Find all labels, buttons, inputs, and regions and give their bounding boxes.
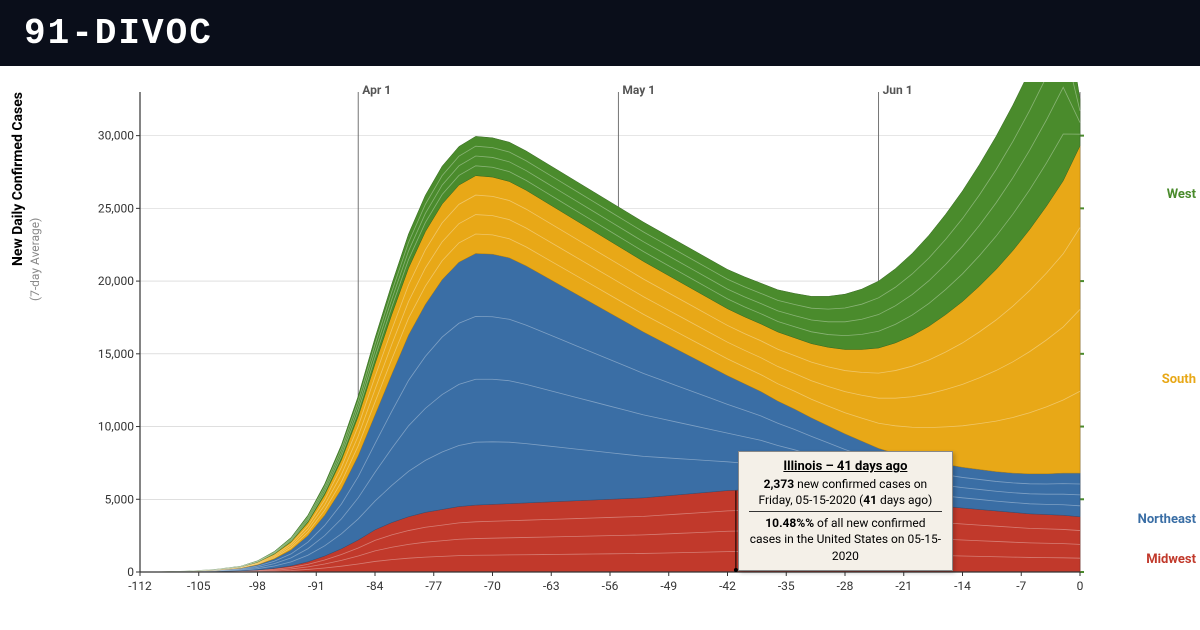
- chart-container: New Daily Confirmed Cases (7-day Average…: [0, 66, 1200, 630]
- svg-text:-105: -105: [187, 579, 211, 593]
- region-label-south: South: [1162, 372, 1196, 387]
- tooltip-title: Illinois – 41 days ago: [749, 458, 942, 476]
- svg-text:5,000: 5,000: [105, 492, 135, 506]
- header: 91-DIVOC: [0, 0, 1200, 66]
- svg-text:-42: -42: [719, 579, 736, 593]
- region-label-northeast: Northeast: [1138, 512, 1196, 527]
- svg-text:-49: -49: [660, 579, 677, 593]
- tooltip-line2: 10.48%% of all new confirmed cases in th…: [749, 515, 942, 564]
- region-label-west: West: [1167, 187, 1196, 202]
- site-title: 91-DIVOC: [24, 13, 213, 54]
- svg-text:-112: -112: [128, 579, 152, 593]
- svg-text:-98: -98: [249, 579, 266, 593]
- svg-text:Apr 1: Apr 1: [362, 83, 391, 97]
- y-axis-title: New Daily Confirmed Cases: [10, 92, 26, 266]
- svg-text:0: 0: [1077, 579, 1084, 593]
- svg-text:10,000: 10,000: [98, 420, 134, 434]
- stacked-area-chart[interactable]: 0 5,000 10,000 15,000 20,000 25,000 30,000 -112…: [90, 82, 1140, 602]
- region-label-midwest: Midwest: [1146, 552, 1196, 567]
- svg-text:30,000: 30,000: [98, 129, 134, 143]
- svg-text:-56: -56: [602, 579, 619, 593]
- svg-text:-70: -70: [484, 579, 501, 593]
- tooltip-line1: 2,373 new confirmed cases on Friday, 05-…: [749, 476, 942, 508]
- svg-text:May 1: May 1: [622, 83, 655, 97]
- svg-text:Jun 1: Jun 1: [883, 83, 913, 97]
- svg-text:20,000: 20,000: [98, 274, 134, 288]
- svg-text:25,000: 25,000: [98, 201, 134, 215]
- svg-text:-14: -14: [954, 579, 971, 593]
- svg-text:-35: -35: [778, 579, 795, 593]
- svg-text:15,000: 15,000: [98, 347, 134, 361]
- tooltip: Illinois – 41 days ago 2,373 new confirm…: [738, 451, 953, 570]
- y-axis-subtitle: (7-day Average): [28, 218, 42, 301]
- svg-text:-7: -7: [1016, 579, 1026, 593]
- svg-text:-84: -84: [367, 579, 384, 593]
- svg-text:-63: -63: [543, 579, 560, 593]
- svg-text:0: 0: [127, 565, 134, 579]
- svg-text:-77: -77: [425, 579, 442, 593]
- svg-text:-21: -21: [895, 579, 912, 593]
- svg-text:-28: -28: [837, 579, 854, 593]
- svg-text:-91: -91: [308, 579, 325, 593]
